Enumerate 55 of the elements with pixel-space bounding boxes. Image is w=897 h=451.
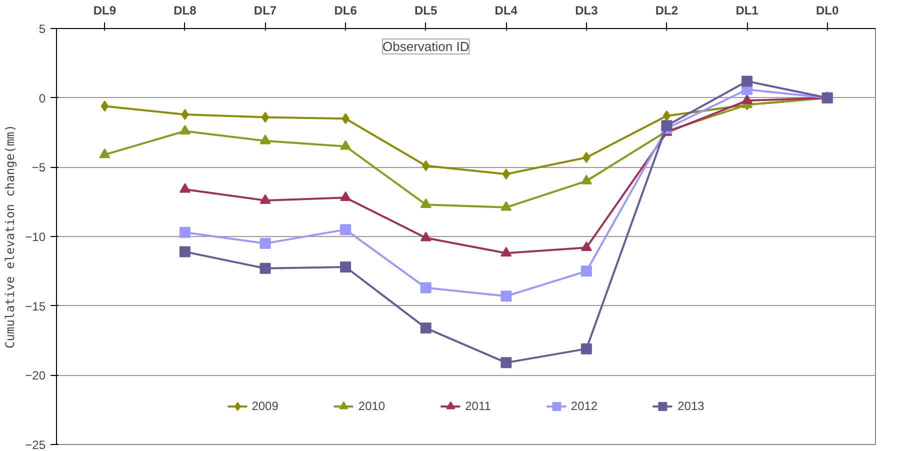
x-tick-label: DL4 <box>494 4 518 18</box>
point <box>420 282 432 294</box>
point <box>260 238 271 249</box>
point <box>340 140 352 150</box>
point <box>420 198 432 208</box>
point <box>179 246 190 258</box>
point <box>580 174 592 184</box>
y-tick-label: −10 <box>25 230 46 244</box>
x-tick-label: DL9 <box>93 4 116 18</box>
legend-label: 2009 <box>252 399 278 413</box>
point <box>179 124 190 134</box>
point <box>580 343 592 354</box>
y-axis-title: Cumulative elevation change(mm) <box>3 124 18 348</box>
point <box>340 224 352 236</box>
point <box>500 357 512 368</box>
x-tick-label: DL8 <box>174 4 197 18</box>
point <box>420 322 432 334</box>
x-tick-label: DL5 <box>414 4 438 18</box>
point <box>260 134 271 144</box>
point <box>662 110 671 122</box>
point <box>340 262 352 273</box>
point <box>100 100 109 112</box>
x-tick-label: DL2 <box>655 4 678 18</box>
x-tick-label: DL7 <box>254 4 277 18</box>
y-tick-label: 5 <box>38 22 46 36</box>
point <box>661 120 672 132</box>
point <box>500 201 512 211</box>
point <box>580 241 592 251</box>
point <box>580 266 592 277</box>
legend-label: 2013 <box>678 399 704 413</box>
y-tick-label: −25 <box>25 438 46 451</box>
y-tick-label: −15 <box>25 299 46 314</box>
point <box>179 226 190 238</box>
point <box>260 194 271 204</box>
point <box>500 290 512 302</box>
x-axis-title: Observation ID <box>382 39 470 54</box>
legend-label: 2010 <box>358 399 386 413</box>
x-tick-label: DL3 <box>575 4 598 18</box>
legend-label: 2011 <box>465 399 491 413</box>
point <box>420 232 432 242</box>
point <box>500 246 512 257</box>
point <box>742 94 753 104</box>
point <box>260 262 271 274</box>
x-tick-label: DL0 <box>816 4 839 18</box>
legend-label: 2012 <box>570 399 598 413</box>
y-tick-label: 0 <box>38 91 46 106</box>
point <box>742 76 753 87</box>
point <box>261 112 270 123</box>
point <box>179 183 190 193</box>
x-tick-label: DL1 <box>736 4 759 18</box>
y-tick-label: −5 <box>32 160 46 175</box>
point <box>340 191 352 202</box>
point <box>99 148 110 158</box>
y-tick-label: −20 <box>25 368 46 383</box>
x-tick-label: DL6 <box>334 4 358 18</box>
